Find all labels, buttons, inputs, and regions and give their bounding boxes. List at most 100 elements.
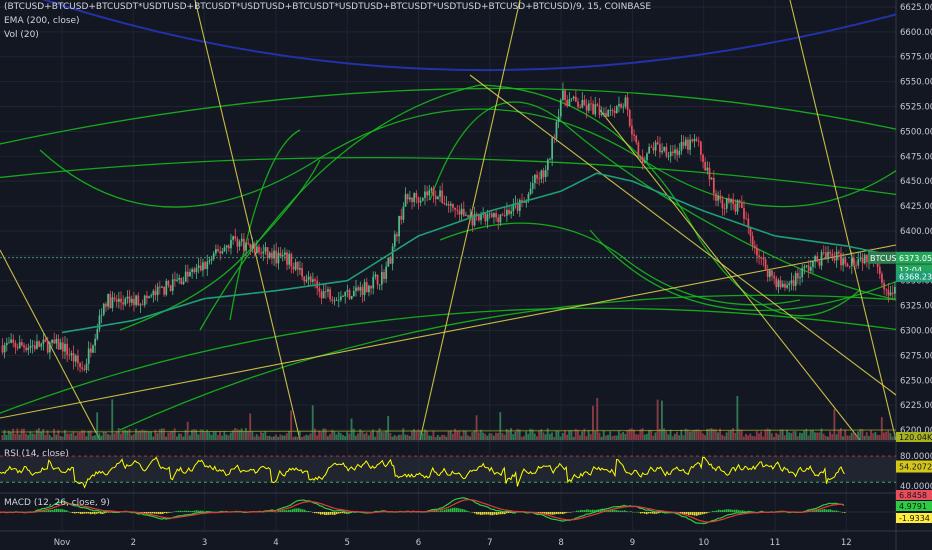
volume-bar: [59, 436, 62, 440]
candle-body: [189, 271, 191, 277]
macd-histogram-bar: [196, 510, 198, 512]
candle-body: [682, 141, 685, 146]
price-tick-label: 6475.00: [900, 152, 932, 162]
ema-legend[interactable]: EMA (200, close): [4, 16, 80, 26]
candle-body: [165, 280, 168, 295]
blue-arc-drawing[interactable]: [30, 0, 930, 72]
candle-body: [751, 235, 754, 246]
volume-bar: [344, 436, 346, 440]
trendline-drawing[interactable]: [599, 109, 861, 440]
green-arc-drawing[interactable]: [0, 307, 900, 415]
macd-histogram-bar: [620, 510, 622, 512]
ema-price-badge-bg: [896, 271, 932, 283]
volume-bar: [329, 434, 331, 440]
macd-histogram-bar: [744, 510, 746, 512]
trendline-drawing[interactable]: [0, 244, 896, 419]
green-arc-drawing[interactable]: [589, 229, 900, 312]
candle-body: [344, 291, 347, 297]
volume-bar: [296, 436, 299, 440]
ema-line[interactable]: [61, 172, 925, 334]
volume-bar: [318, 430, 321, 440]
macd-histogram-bar: [108, 512, 110, 513]
volume-bar: [432, 430, 435, 440]
candle-body: [10, 339, 12, 343]
green-arc-drawing[interactable]: [0, 156, 900, 196]
price-tick-label: 6450.00: [900, 177, 932, 187]
green-arc-drawing[interactable]: [229, 129, 301, 321]
volume-bar: [216, 435, 219, 440]
price-tick-label: 6250.00: [900, 376, 932, 386]
candle-body: [294, 262, 297, 270]
candle-body: [283, 252, 286, 255]
symbol-title[interactable]: (BTCUSD+BTCUSD+BTCUSDT*USDTUSD+BTCUSDT*U…: [4, 2, 652, 12]
volume-bar: [861, 429, 864, 440]
macd-legend[interactable]: MACD (12, 26, close, 9): [4, 498, 110, 508]
macd-histogram-bar: [830, 509, 832, 512]
macd-value-badge: 4.9791: [899, 502, 927, 511]
volume-bar: [488, 433, 491, 440]
volume-bar: [529, 428, 532, 440]
macd-histogram-bar: [198, 510, 200, 512]
candle-body: [122, 302, 125, 305]
macd-histogram-bar: [336, 512, 338, 515]
macd-histogram-bar: [296, 508, 298, 512]
candle-body: [646, 153, 648, 161]
volume-bar: [117, 428, 120, 440]
trendline-drawing[interactable]: [789, 0, 896, 440]
candle-body: [555, 121, 558, 139]
macd-histogram-bar: [104, 512, 106, 514]
candle-body: [234, 236, 237, 239]
macd-histogram-bar: [56, 508, 58, 512]
candle-body: [27, 347, 30, 351]
volume-bar: [369, 431, 372, 440]
volume-badge: 120.04K: [899, 433, 932, 442]
green-arc-drawing[interactable]: [119, 294, 900, 431]
candle-body: [406, 194, 409, 200]
volume-bar: [70, 433, 73, 440]
candle-body: [221, 251, 224, 254]
rsi-legend[interactable]: RSI (14, close): [4, 449, 69, 459]
macd-histogram-bar: [60, 509, 62, 512]
candle-body: [230, 239, 232, 249]
candle-body: [296, 262, 299, 270]
volume-bar: [359, 429, 362, 440]
volume-bar: [486, 435, 489, 440]
green-arc-drawing[interactable]: [0, 87, 900, 145]
macd-histogram-bar: [588, 509, 590, 512]
candle-body: [885, 289, 888, 291]
volume-bar: [305, 434, 308, 440]
trendline-drawing[interactable]: [194, 0, 301, 440]
volume-legend[interactable]: Vol (20): [4, 30, 39, 40]
trendline-drawing[interactable]: [469, 74, 896, 396]
macd-histogram-bar: [658, 512, 660, 514]
volume-bar: [467, 435, 469, 440]
macd-signal-line[interactable]: [0, 499, 845, 523]
green-arc-drawing[interactable]: [429, 101, 900, 300]
macd-histogram-bar: [338, 512, 340, 514]
green-arc-drawing[interactable]: [119, 159, 321, 331]
rsi-line[interactable]: [0, 456, 845, 489]
candle-body: [376, 274, 379, 285]
volume-bar: [285, 433, 288, 440]
green-arc-drawing[interactable]: [39, 108, 900, 208]
candle-body: [643, 160, 646, 163]
macd-histogram-bar: [190, 510, 192, 512]
volume-bar: [430, 435, 433, 440]
macd-histogram-bar: [576, 510, 578, 512]
volume-bar: [122, 430, 124, 440]
macd-histogram-bar: [492, 512, 494, 516]
macd-histogram-bar: [66, 510, 68, 512]
candle-body: [279, 252, 282, 257]
candle-body: [728, 198, 730, 203]
trendline-drawing[interactable]: [419, 0, 521, 440]
volume-bar: [594, 431, 597, 440]
candle-body: [820, 252, 823, 266]
volume-bar: [27, 434, 30, 440]
last-price-symbol: BTCUSD: [870, 254, 903, 263]
volume-bar: [794, 431, 797, 440]
green-arc-drawing[interactable]: [199, 84, 861, 331]
macd-histogram-bar: [88, 512, 90, 514]
time-tick-label: Nov: [54, 538, 71, 548]
candle-body: [784, 283, 786, 288]
